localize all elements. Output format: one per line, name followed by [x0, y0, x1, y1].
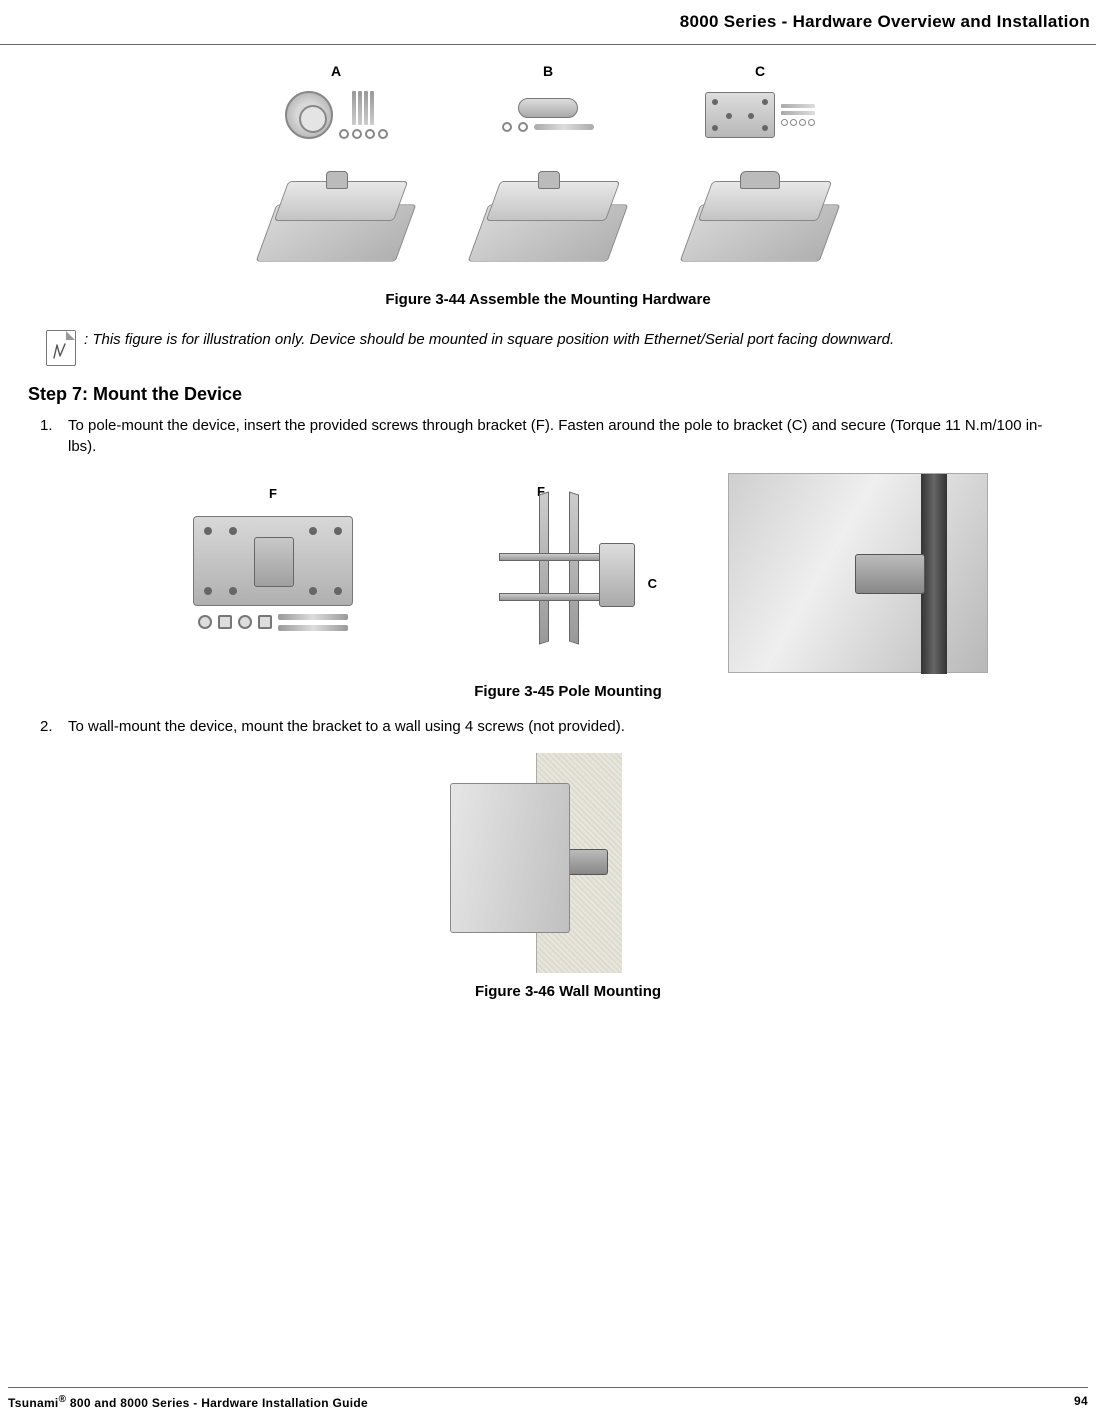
figure-46: Figure 3-46 Wall Mounting	[68, 753, 1068, 1002]
long-bolt-icon	[278, 625, 348, 631]
square-nut-icon	[218, 615, 232, 629]
page-content: A B	[0, 63, 1096, 1002]
note-text: : This figure is for illustration only. …	[84, 330, 894, 350]
figure-44-panel-c: C	[665, 63, 855, 283]
header-rule	[0, 44, 1096, 45]
note-icon	[46, 330, 76, 366]
step7-item-1-num: 1.	[40, 415, 53, 436]
figure-44-label-a: A	[331, 63, 341, 79]
figure-44-panel-b: B	[453, 63, 643, 283]
figure-45: F	[68, 473, 1068, 702]
step7-item-1: 1. To pole-mount the device, insert the …	[68, 415, 1068, 702]
footer-page-number: 94	[1074, 1394, 1088, 1410]
mini-bolts-icon	[781, 104, 815, 115]
figure-44-label-c: C	[755, 63, 765, 79]
flange-icon	[285, 91, 333, 139]
parts-a	[285, 85, 388, 145]
figure-45-row: F	[68, 473, 1068, 673]
footer-product: Tsunami	[8, 1396, 59, 1410]
long-bolt-icon	[278, 614, 348, 620]
page-header-title: 8000 Series - Hardware Overview and Inst…	[0, 0, 1096, 38]
footer-row: Tsunami® 800 and 8000 Series - Hardware …	[8, 1394, 1088, 1410]
plate-icon	[705, 92, 775, 138]
square-nut-icon	[258, 615, 272, 629]
footer-left: Tsunami® 800 and 8000 Series - Hardware …	[8, 1394, 368, 1410]
note: : This figure is for illustration only. …	[46, 330, 1068, 366]
figure-45-caption: Figure 3-45 Pole Mounting	[68, 681, 1068, 702]
device-iso-a	[256, 173, 416, 283]
nut-icon	[198, 615, 212, 629]
parts-b	[502, 85, 594, 145]
figure-46-row	[68, 753, 1068, 973]
device-iso-c	[680, 173, 840, 283]
step7-item-2-num: 2.	[40, 716, 53, 737]
nut-icon	[238, 615, 252, 629]
page-footer: Tsunami® 800 and 8000 Series - Hardware …	[0, 1387, 1096, 1410]
washer-icon	[518, 122, 528, 132]
bracket-f-icon	[193, 516, 353, 606]
long-bolt-icon	[534, 124, 594, 130]
step7-heading: Step 7: Mount the Device	[28, 384, 1068, 405]
device-panel-icon	[450, 783, 570, 933]
figure-45-clamp-label-c: C	[648, 575, 657, 593]
step7-item-2-text: To wall-mount the device, mount the brac…	[68, 718, 625, 735]
figure-45-panel-c	[728, 473, 988, 673]
figure-44: A B	[28, 63, 1068, 308]
parts-c	[705, 85, 815, 145]
footer-title: 800 and 8000 Series - Hardware Installat…	[66, 1396, 368, 1410]
washers-icon	[339, 129, 388, 139]
footer-rule	[8, 1387, 1088, 1388]
step7-item-1-text: To pole-mount the device, insert the pro…	[68, 417, 1042, 455]
step7-item-2: 2. To wall-mount the device, mount the b…	[68, 716, 1068, 1002]
figure-46-caption: Figure 3-46 Wall Mounting	[68, 981, 1068, 1002]
figure-44-row: A B	[28, 63, 1068, 283]
bolts-icon	[352, 91, 374, 125]
figure-45-panel-b: F C	[438, 473, 688, 673]
wall-mount-icon	[438, 753, 698, 973]
device-iso-b	[468, 173, 628, 283]
figure-45-panel-a: F	[148, 483, 398, 663]
figure-45-label-f: F	[269, 485, 277, 503]
bracket-f-hardware	[198, 614, 348, 631]
mount-arm-icon	[855, 554, 925, 594]
figure-44-label-b: B	[543, 63, 553, 79]
figure-44-panel-a: A	[241, 63, 431, 283]
mini-washers-icon	[781, 119, 815, 126]
washer-icon	[502, 122, 512, 132]
figure-44-caption: Figure 3-44 Assemble the Mounting Hardwa…	[28, 291, 1068, 308]
s-bracket-icon	[518, 98, 578, 118]
step7-list: 1. To pole-mount the device, insert the …	[28, 415, 1068, 1002]
pole-clamp-icon: F C	[463, 483, 663, 663]
